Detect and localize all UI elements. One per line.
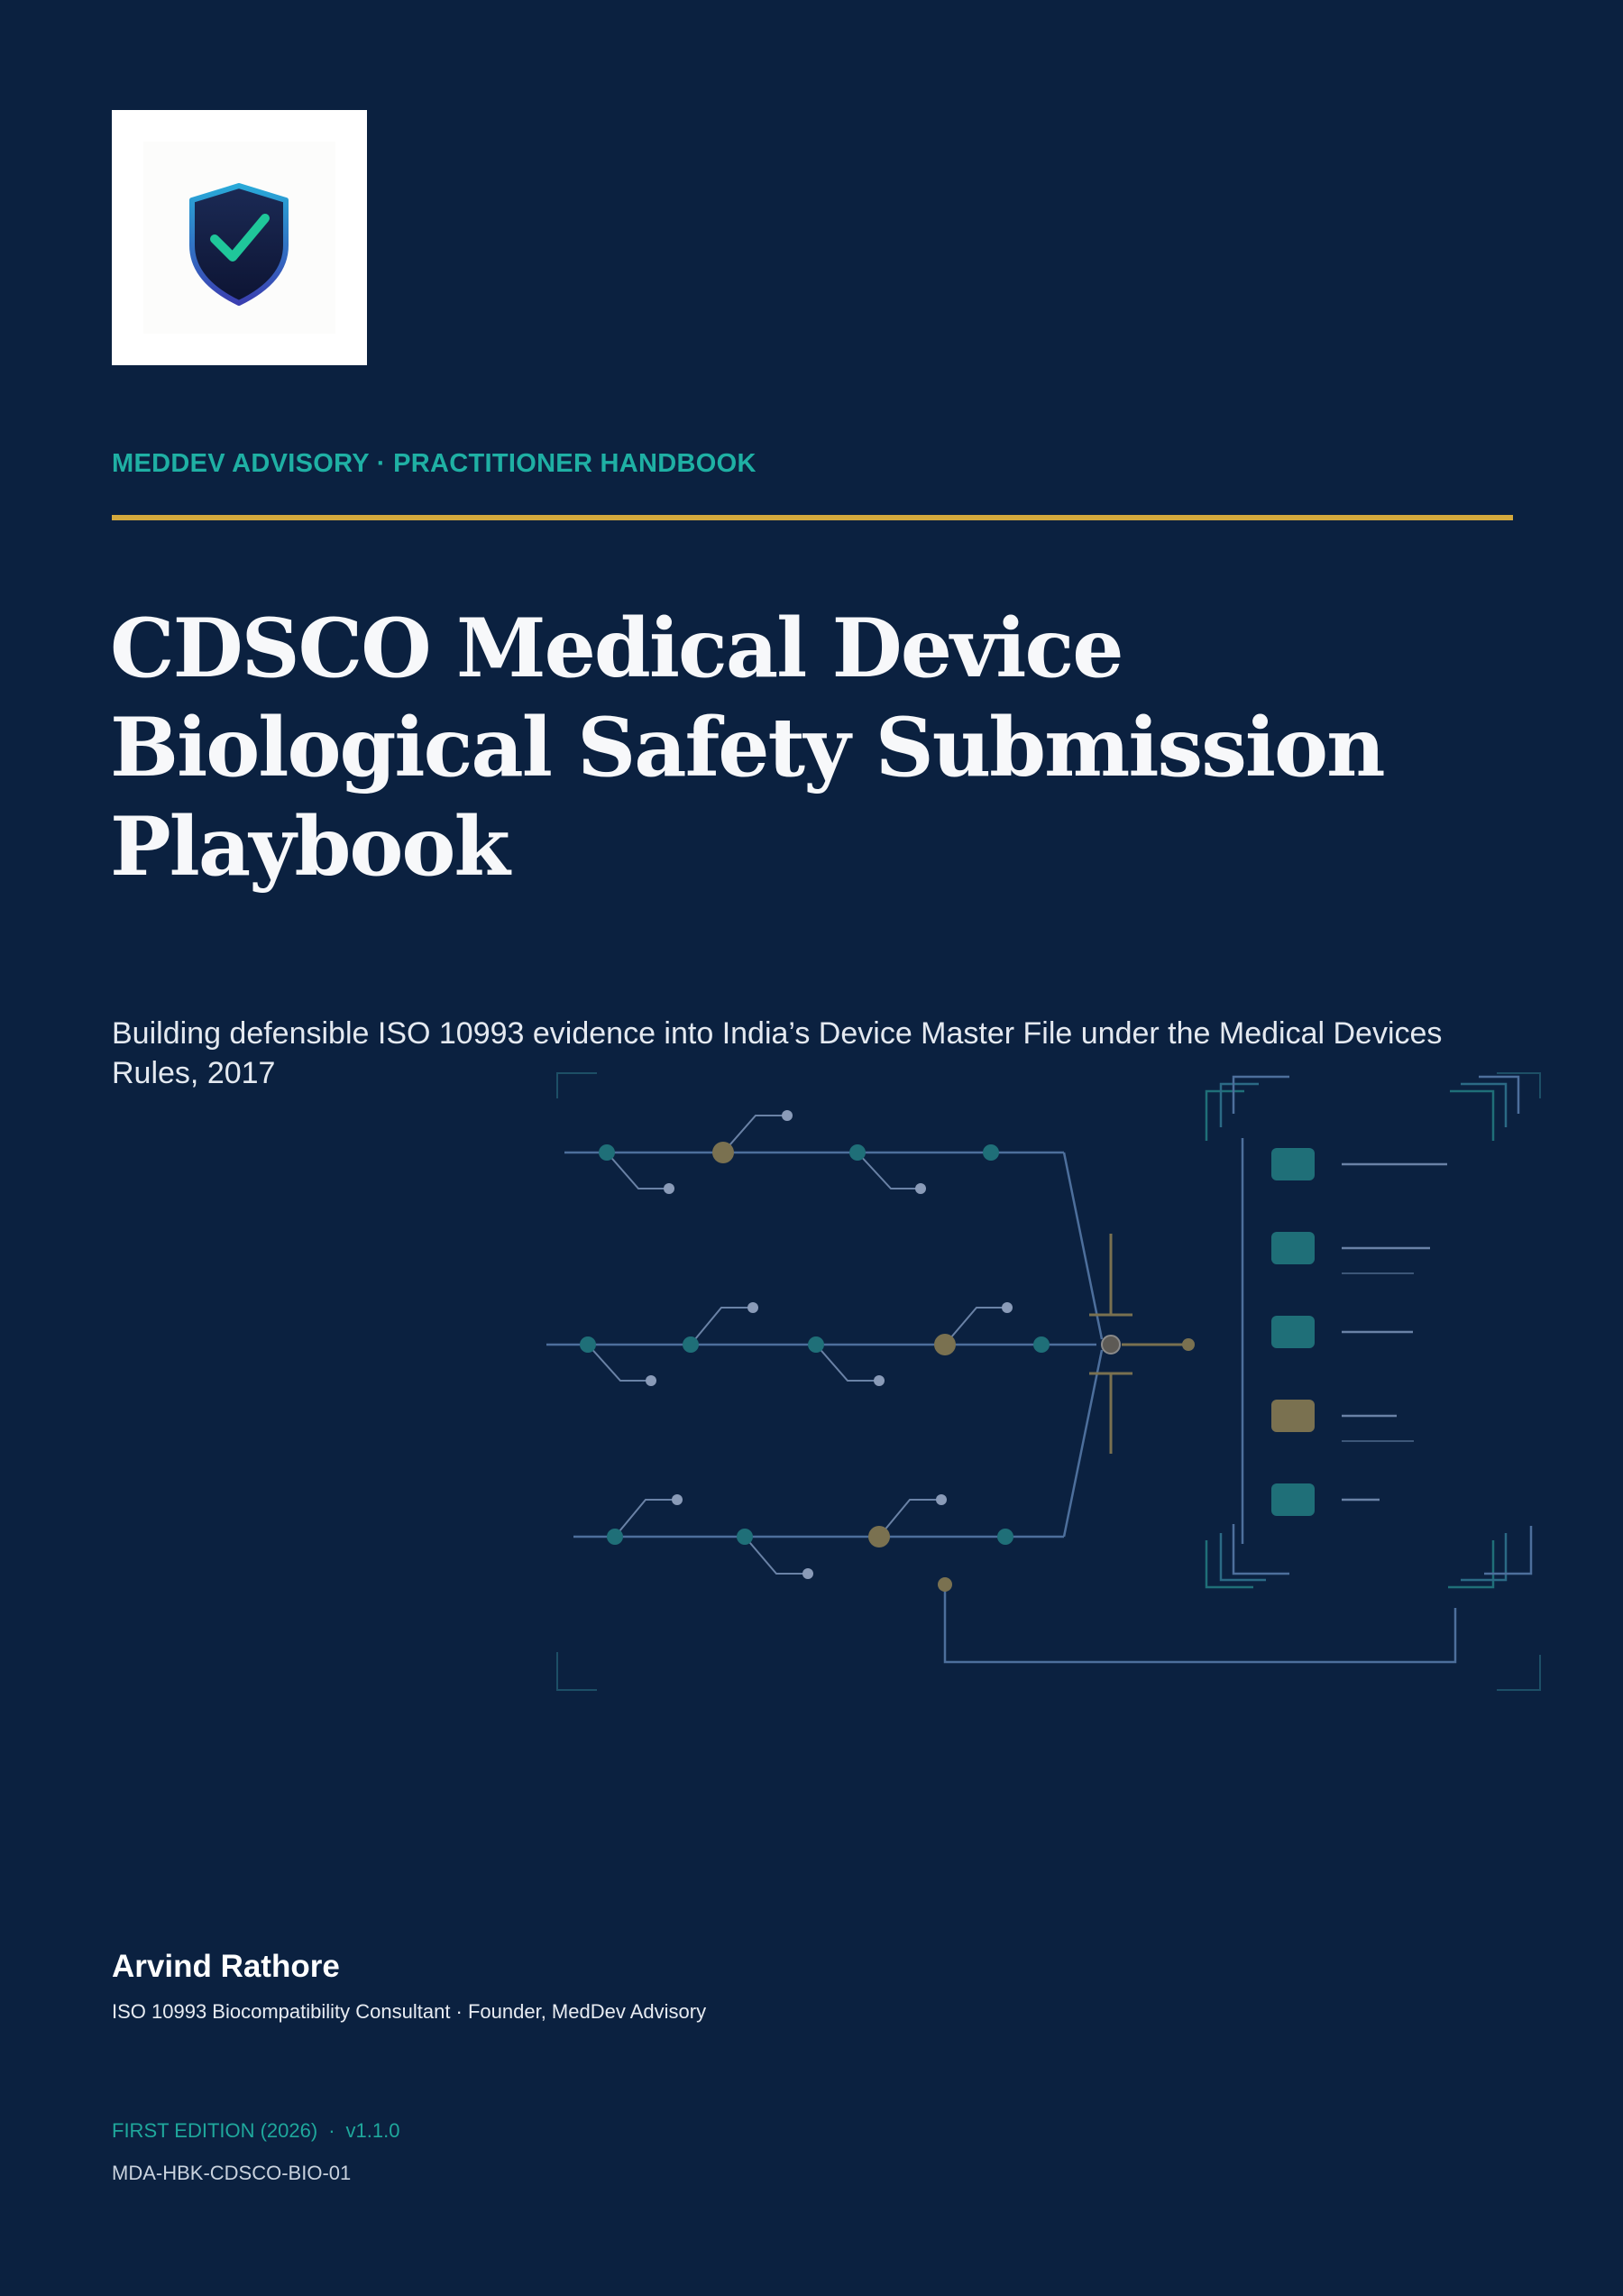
logo [112, 110, 367, 365]
page-title: CDSCO Medical Device Biological Safety S… [110, 599, 1535, 896]
title-line-2: Biological Safety Submission [110, 700, 1386, 795]
edition-label: FIRST EDITION (2026) [112, 2119, 318, 2142]
author-name: Arvind Rathore [112, 1949, 340, 1984]
edition-separator: · [328, 2119, 335, 2142]
document-code: MDA-HBK-CDSCO-BIO-01 [112, 2162, 352, 2184]
shield-check-icon [143, 142, 335, 334]
series-kicker: MEDDEV ADVISORY · PRACTITIONER HANDBOOK [112, 449, 756, 478]
author-role: ISO 10993 Biocompatibility Consultant · … [112, 2000, 707, 2023]
edition-line: FIRST EDITION (2026) · v1.1.0 [112, 2119, 399, 2143]
gold-divider [112, 515, 1513, 520]
network-illustration [546, 1072, 1541, 1691]
title-line-3: Playbook [110, 799, 510, 895]
title-line-1: CDSCO Medical Device [110, 601, 1124, 696]
subtitle: Building defensible ISO 10993 evidence i… [112, 1016, 1443, 1090]
version-label: v1.1.0 [345, 2119, 400, 2142]
